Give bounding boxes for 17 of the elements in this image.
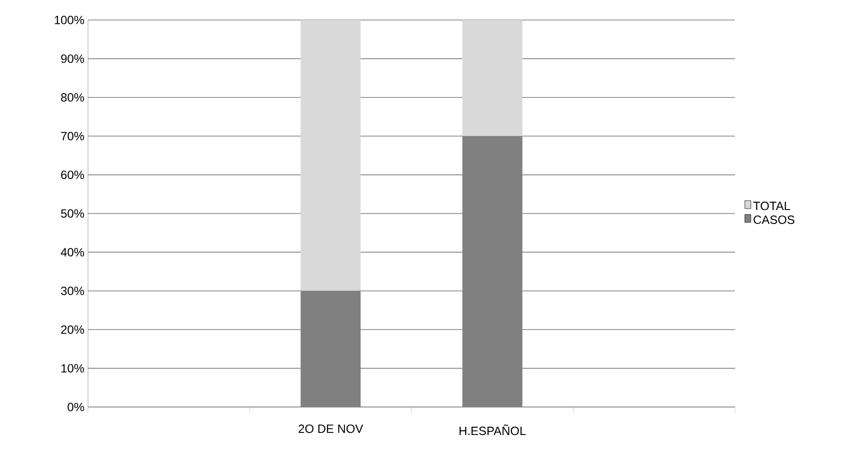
y-tick-label: 90% <box>61 54 84 63</box>
legend-label: CASOS <box>754 215 794 224</box>
y-tick-label: 60% <box>61 170 84 180</box>
y-tick-label: 100% <box>54 16 84 24</box>
y-tick-label: 30% <box>61 286 84 296</box>
bar <box>300 20 361 291</box>
y-tick-label: 20% <box>61 325 84 334</box>
y-tick-label: 80% <box>61 93 84 102</box>
y-tick-label: 0% <box>68 402 84 412</box>
bar <box>462 20 522 136</box>
y-tick-label: 10% <box>61 364 84 373</box>
y-tick-label: 70% <box>61 132 84 140</box>
legend-label: TOTAL <box>753 202 790 210</box>
y-tick-label: 40% <box>60 248 84 256</box>
x-tick-label: 2O DE NOV <box>298 424 364 433</box>
x-tick-label: H.ESPAÑOL <box>460 424 526 436</box>
y-tick-label: 50% <box>61 209 84 218</box>
